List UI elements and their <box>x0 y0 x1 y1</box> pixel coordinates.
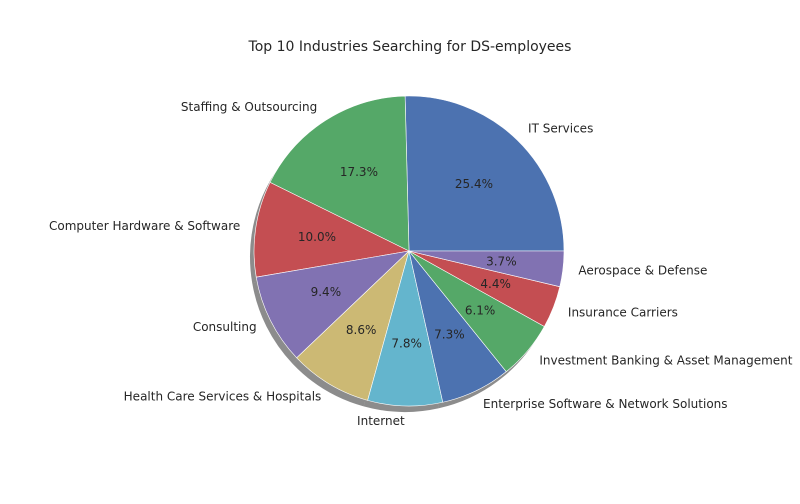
slice-label-aerospace-and-defense: Aerospace & Defense <box>578 263 707 277</box>
percent-label-enterprise-software-and-network-solutions: 7.3% <box>434 327 465 341</box>
percent-label-it-services: 25.4% <box>455 177 493 191</box>
slice-label-consulting: Consulting <box>193 320 257 334</box>
slice-label-it-services: IT Services <box>528 121 593 135</box>
percent-label-aerospace-and-defense: 3.7% <box>486 254 517 268</box>
pie-slice-it-services <box>404 95 565 252</box>
percent-label-internet: 7.8% <box>391 336 422 350</box>
pie-slice-aerospace-and-defense <box>408 250 565 288</box>
slice-label-insurance-carriers: Insurance Carriers <box>568 305 678 319</box>
slice-label-computer-hardware-and-software: Computer Hardware & Software <box>49 219 240 233</box>
slice-label-staffing-and-outsourcing: Staffing & Outsourcing <box>181 100 317 114</box>
percent-label-computer-hardware-and-software: 10.0% <box>298 230 336 244</box>
slice-labels: IT Services Staffing & Outsourcing Compute… <box>49 100 793 428</box>
slice-label-enterprise-software-and-network-solutions: Enterprise Software & Network Solutions <box>483 397 727 411</box>
percent-label-investment-banking-and-asset-management: 6.1% <box>465 303 496 317</box>
percent-label-consulting: 9.4% <box>311 285 342 299</box>
slice-label-investment-banking-and-asset-management: Investment Banking & Asset Management <box>539 353 792 367</box>
slice-label-internet: Internet <box>357 414 405 428</box>
percent-label-staffing-and-outsourcing: 17.3% <box>340 165 378 179</box>
percent-label-insurance-carriers: 4.4% <box>480 277 511 291</box>
percent-labels: 25.4% 17.3% 10.0% 9.4% 8.6% 7.8% 7.3%6.1% 4.4% 3… <box>298 165 517 350</box>
percent-label-health-care-services-and-hospitals: 8.6% <box>346 323 377 337</box>
pie-slice-consulting <box>255 250 410 359</box>
pie-slice-health-care-services-and-hospitals <box>296 250 410 401</box>
pie-slices <box>253 95 565 407</box>
slice-label-health-care-services-and-hospitals: Health Care Services & Hospitals <box>124 390 322 404</box>
chart-title: Top 10 Industries Searching for DS-emplo… <box>248 39 572 55</box>
pie-slice-computer-hardware-and-software <box>253 181 410 278</box>
pie-slice-staffing-and-outsourcing <box>269 95 410 252</box>
